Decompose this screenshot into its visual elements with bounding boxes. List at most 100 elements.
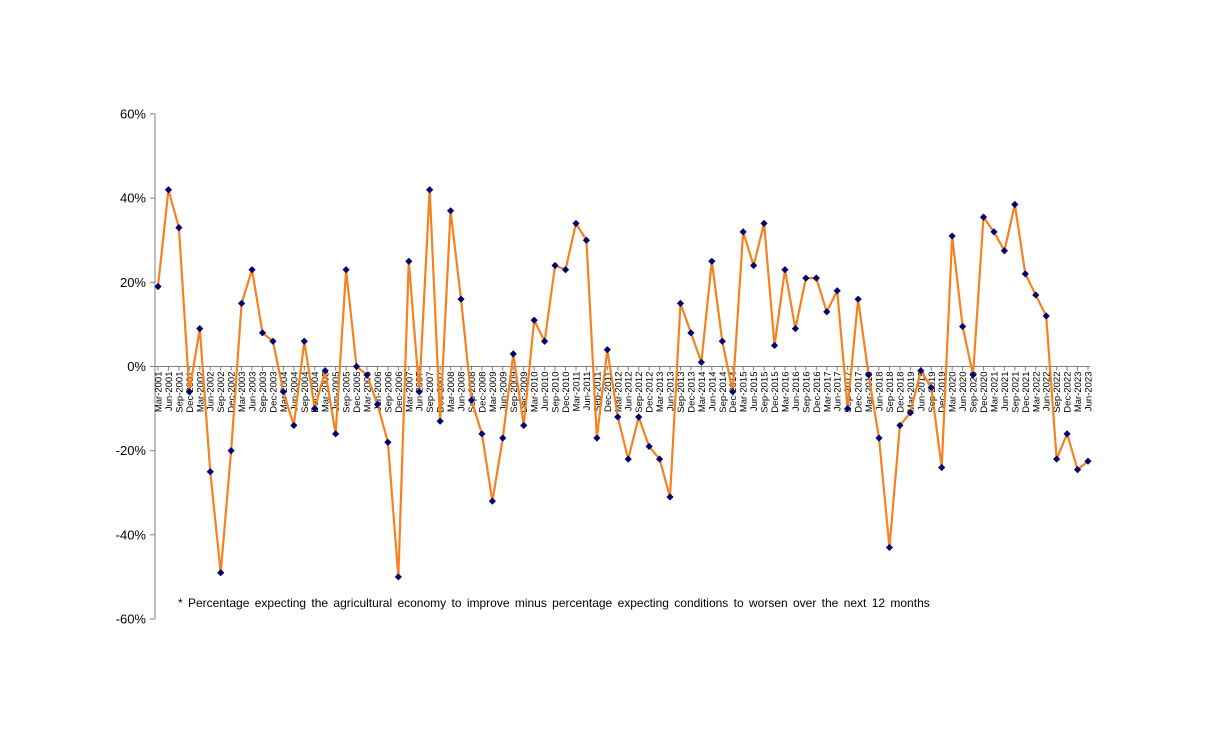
data-point bbox=[290, 421, 298, 430]
data-point bbox=[969, 371, 977, 379]
x-tick-label: Jun-2010 bbox=[540, 372, 551, 412]
x-tick-label: Dec-2015 bbox=[770, 372, 781, 413]
x-tick-label: Sep-2013 bbox=[676, 372, 687, 413]
x-tick-label: Mar-2002 bbox=[195, 372, 206, 413]
data-point bbox=[217, 569, 225, 577]
data-point bbox=[1021, 270, 1029, 278]
data-point bbox=[520, 421, 528, 430]
data-point bbox=[896, 421, 904, 430]
data-point bbox=[541, 337, 549, 345]
y-tick-label: -60% bbox=[116, 612, 147, 627]
x-tick-label: Sep-2022 bbox=[1052, 372, 1063, 413]
x-tick-label: Dec-2010 bbox=[561, 372, 572, 413]
y-tick-label: -20% bbox=[116, 443, 147, 458]
data-point bbox=[979, 213, 988, 221]
x-tick-label: Sep-2007 bbox=[425, 372, 436, 413]
x-tick-label: Sep-2015 bbox=[760, 372, 771, 413]
data-point bbox=[812, 274, 820, 282]
x-tick-label: Jun-2015 bbox=[749, 372, 760, 412]
x-tick-label: Mar-2014 bbox=[697, 372, 708, 413]
x-tick-label: Jun-2020 bbox=[958, 372, 969, 412]
data-point bbox=[645, 442, 653, 451]
data-point bbox=[373, 400, 382, 408]
data-point bbox=[729, 388, 737, 396]
x-tick-label: Sep-2005 bbox=[342, 372, 353, 413]
series-line bbox=[156, 188, 1089, 579]
data-point bbox=[154, 282, 162, 291]
y-tick-label: 60% bbox=[120, 107, 146, 122]
x-tick-label: Mar-2018 bbox=[864, 372, 875, 413]
data-point bbox=[175, 224, 183, 232]
x-tick-label: Mar-2016 bbox=[780, 372, 791, 413]
x-tick-label: Jun-2009 bbox=[498, 372, 509, 412]
x-tick-label: Dec-2009 bbox=[519, 372, 530, 413]
data-point bbox=[342, 266, 350, 274]
x-tick-label: Jun-2023 bbox=[1084, 372, 1095, 412]
data-point bbox=[509, 350, 517, 358]
x-tick-label: Sep-2001 bbox=[174, 372, 185, 413]
data-point bbox=[332, 430, 340, 438]
x-tick-label: Jun-2016 bbox=[791, 372, 802, 412]
data-point bbox=[1053, 455, 1061, 463]
x-tick-label: Jun-2012 bbox=[624, 372, 635, 412]
data-point bbox=[959, 322, 967, 331]
x-tick-label: Dec-2016 bbox=[812, 372, 823, 413]
x-tick-label: Sep-2008 bbox=[467, 372, 478, 413]
data-point bbox=[300, 337, 308, 345]
data-point bbox=[990, 228, 998, 236]
data-point bbox=[791, 325, 800, 333]
x-tick-label: Jun-2004 bbox=[289, 372, 300, 412]
x-tick-label: Mar-2003 bbox=[237, 372, 248, 413]
data-point bbox=[446, 207, 455, 215]
data-point bbox=[415, 388, 423, 396]
data-point bbox=[666, 493, 674, 501]
x-tick-label: Mar-2011 bbox=[571, 372, 582, 412]
data-point bbox=[770, 341, 779, 350]
x-axis: Mar-2001Jun-2001Sep-2001Dec-2001Mar-2002… bbox=[154, 366, 1095, 413]
data-point bbox=[917, 367, 925, 375]
data-point bbox=[436, 417, 444, 425]
x-tick-label: Sep-2016 bbox=[801, 372, 812, 413]
y-tick-label: 40% bbox=[120, 191, 146, 206]
x-tick-label: Jun-2017 bbox=[833, 372, 844, 412]
x-tick-label: Jun-2011 bbox=[582, 372, 593, 411]
x-tick-label: Sep-2014 bbox=[718, 372, 729, 413]
data-point bbox=[885, 543, 894, 552]
x-tick-label: Jun-2002 bbox=[206, 372, 217, 412]
x-tick-label: Mar-2020 bbox=[948, 372, 959, 413]
data-point bbox=[467, 396, 476, 404]
x-tick-label: Dec-2002 bbox=[227, 372, 238, 413]
x-tick-label: Sep-2002 bbox=[216, 372, 227, 413]
data-point bbox=[488, 497, 496, 505]
data-point bbox=[697, 358, 705, 366]
data-point bbox=[1084, 457, 1092, 465]
data-point bbox=[227, 447, 235, 455]
data-point bbox=[196, 325, 204, 333]
y-tick-label: 0% bbox=[127, 359, 146, 374]
y-tick-label: 20% bbox=[120, 275, 146, 290]
x-tick-label: Jun-2013 bbox=[666, 372, 677, 412]
data-point bbox=[384, 438, 392, 446]
data-point bbox=[676, 299, 685, 307]
data-point bbox=[1000, 247, 1009, 255]
x-tick-label: Mar-2022 bbox=[1031, 372, 1042, 413]
x-tick-label: Jun-2003 bbox=[248, 372, 259, 412]
x-tick-label: Dec-2021 bbox=[1021, 372, 1032, 413]
x-tick-label: Jun-2018 bbox=[875, 372, 886, 412]
x-tick-label: Dec-2012 bbox=[645, 372, 656, 413]
x-tick-label: Mar-2010 bbox=[530, 372, 541, 413]
data-point bbox=[760, 219, 768, 228]
data-point bbox=[258, 329, 267, 337]
x-tick-label: Mar-2019 bbox=[906, 372, 917, 413]
x-tick-label: Sep-2011 bbox=[592, 372, 603, 413]
y-axis: 60% 40% 20% 0% -20% -40% -60% bbox=[116, 107, 156, 627]
data-point bbox=[426, 186, 434, 194]
x-tick-label: Mar-2012 bbox=[613, 372, 624, 413]
data-point bbox=[1042, 312, 1050, 320]
data-point bbox=[927, 383, 935, 392]
data-point bbox=[781, 266, 789, 274]
x-tick-label: Jun-2008 bbox=[457, 372, 468, 412]
x-tick-label: Mar-2007 bbox=[404, 372, 415, 413]
data-point bbox=[352, 362, 361, 371]
data-point bbox=[1011, 200, 1019, 209]
